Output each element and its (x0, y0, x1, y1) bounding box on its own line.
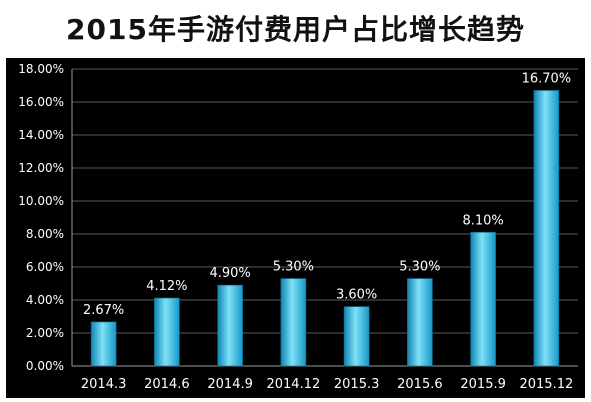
data-label: 5.30% (273, 260, 314, 275)
data-label: 4.90% (209, 266, 250, 281)
y-tick-label: 18.00% (18, 62, 64, 76)
x-tick-label: 2014.12 (266, 377, 320, 392)
data-label: 8.10% (462, 213, 503, 228)
data-label: 4.12% (146, 279, 187, 294)
data-label: 3.60% (336, 288, 377, 303)
y-tick-label: 10.00% (18, 194, 64, 208)
bar (407, 278, 433, 367)
bar (217, 284, 243, 367)
bars (90, 90, 560, 367)
x-tick-label: 2014.9 (207, 377, 253, 392)
bar (154, 297, 180, 367)
y-tick-label: 2.00% (26, 326, 64, 340)
data-label: 5.30% (399, 260, 440, 275)
y-tick-label: 14.00% (18, 128, 64, 142)
data-label: 16.70% (522, 71, 572, 86)
x-tick-label: 2014.3 (81, 377, 127, 392)
y-tick-label: 6.00% (26, 260, 64, 274)
chart-title: 2015年手游付费用户占比增长趋势 (66, 13, 525, 46)
x-tick-label: 2014.6 (144, 377, 190, 392)
bar (343, 306, 370, 367)
bar (90, 321, 117, 367)
y-tick-label: 16.00% (18, 95, 64, 109)
bar (470, 232, 496, 367)
x-tick-label: 2015.12 (519, 377, 573, 392)
y-tick-label: 4.00% (26, 293, 64, 307)
axes: 0.00% 2.00% 4.00% 6.00% 8.00% 10.00% 12.00% 14.… (18, 62, 573, 392)
data-label: 2.67% (83, 303, 124, 318)
bar (533, 90, 560, 367)
y-tick-label: 0.00% (26, 359, 64, 373)
plot-area: 0.00% 2.00% 4.00% 6.00% 8.00% 10.00% 12.00% 14.… (6, 58, 585, 398)
y-tick-label: 8.00% (26, 227, 64, 241)
bar (280, 278, 307, 367)
bar-chart: 0.00% 2.00% 4.00% 6.00% 8.00% 10.00% 12.00% 14.… (18, 62, 578, 392)
x-tick-label: 2015.9 (460, 377, 506, 392)
data-labels: 2.67% 4.12% 4.90% 5.30% 3.60% 5.30% 8.10% 16.70… (83, 71, 571, 317)
x-tick-label: 2015.3 (334, 377, 380, 392)
y-tick-label: 12.00% (18, 161, 64, 175)
x-tick-label: 2015.6 (397, 377, 443, 392)
